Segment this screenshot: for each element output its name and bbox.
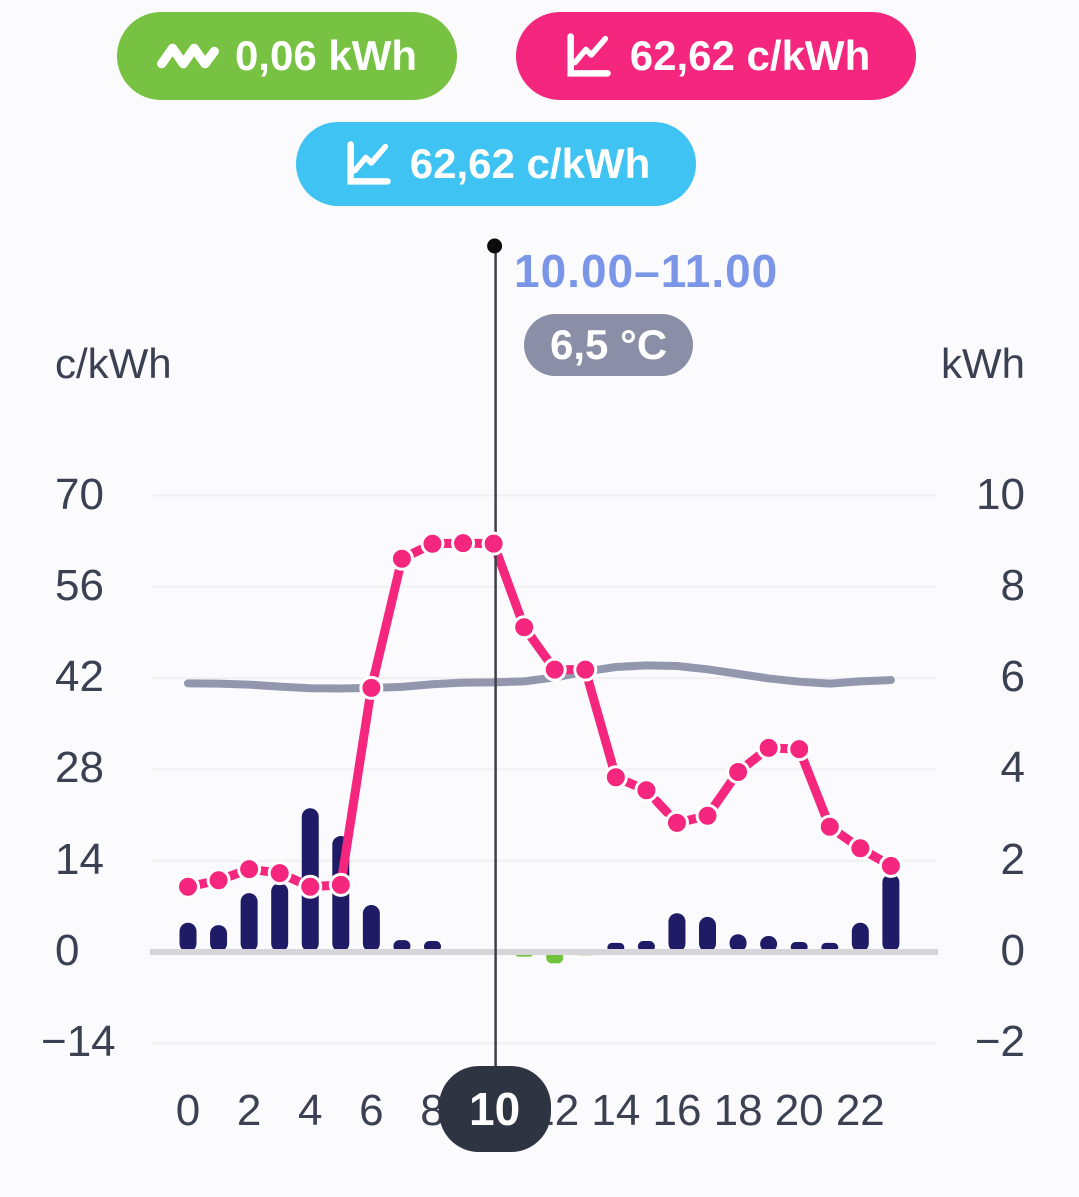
price-badge-primary-value: 62,62 c/kWh [629,32,871,79]
price-point[interactable] [267,861,292,886]
left-axis-title: c/kWh [55,340,172,387]
y-axis-tick-left: 0 [55,926,80,975]
price-line-dash [651,796,672,817]
consumption-bar[interactable] [271,883,289,952]
line-chart-icon [567,33,611,77]
price-line-segment [489,539,529,632]
x-axis-tick[interactable]: 16 [652,1086,702,1135]
y-axis-tick-right: 6 [1000,652,1025,702]
price-line-dash [743,751,764,769]
price-badge-secondary[interactable]: 62,62 c/kWh [296,122,696,206]
line-chart-icon [347,141,391,185]
price-line-dash [621,776,642,791]
price-point[interactable] [176,874,200,899]
y-axis-tick-right: 0 [1000,926,1025,975]
x-axis-tick[interactable]: 22 [835,1086,885,1135]
x-axis-tick[interactable]: 4 [297,1086,323,1135]
price-point[interactable] [603,765,628,790]
price-line-segment [366,554,407,693]
cursor-dot[interactable] [487,238,503,254]
price-line-dash [223,868,244,882]
price-point[interactable] [359,675,384,700]
tooltip-time-range: 10.00–11.00 [514,245,779,297]
y-axis-tick-left: 70 [55,469,104,519]
price-point[interactable] [542,657,567,682]
consumption-bar[interactable] [882,873,900,952]
price-point[interactable] [573,657,598,682]
price-point[interactable] [512,615,537,640]
price-line-dash [865,849,886,865]
price-badge-secondary-value: 62,62 c/kWh [409,140,651,187]
price-point[interactable] [206,868,231,893]
price-line-segment [336,683,376,890]
temperature-value: 6,5 °C [550,321,668,368]
price-point[interactable] [237,857,262,882]
price-point[interactable] [389,546,414,571]
consumption-bar[interactable] [729,934,747,952]
consumption-bar[interactable] [760,936,778,952]
y-axis-tick-right: 4 [1000,743,1025,793]
price-point[interactable] [481,531,506,556]
y-axis-tick-right: 8 [1000,560,1025,610]
temperature-line [184,661,895,693]
price-line-segment [794,744,835,832]
y-axis-tick-right: 10 [976,469,1025,519]
zigzag-consumption-icon [157,43,219,69]
y-axis-tick-left: 42 [55,652,104,702]
x-axis-tick[interactable]: 6 [359,1086,384,1135]
price-point[interactable] [328,872,353,897]
x-axis-tick[interactable]: 0 [175,1086,201,1135]
y-axis-tick-left: −14 [41,1017,116,1067]
temperature-pill: 6,5 °C [524,314,694,376]
x-axis-tick[interactable]: 14 [591,1086,641,1135]
consumption-badge-value: 0,06 kWh [234,32,418,79]
consumption-bar[interactable] [699,916,717,952]
x-axis-tick[interactable]: 2 [236,1086,262,1135]
y-axis-tick-left: 28 [55,743,104,793]
price-badge-primary[interactable]: 62,62 c/kWh [516,12,916,100]
consumption-bar[interactable] [668,913,686,952]
selected-hour-badge[interactable]: 10 [438,1066,551,1152]
consumption-bar[interactable] [240,893,258,952]
y-axis-tick-left: 56 [55,560,104,610]
right-axis-title: kWh [941,340,1025,387]
consumption-bar[interactable] [210,925,228,952]
price-point[interactable] [817,814,842,839]
price-point[interactable] [298,874,323,899]
price-line-segment [580,665,621,782]
consumption-bar[interactable] [362,904,380,952]
x-axis-tick[interactable]: 18 [713,1086,763,1135]
price-point[interactable] [787,737,812,762]
price-point[interactable] [664,810,689,835]
price-line-dash [284,872,305,887]
price-point[interactable] [848,836,873,861]
consumption-badge[interactable]: 0,06 kWh [117,12,457,100]
price-point[interactable] [451,531,476,556]
price-point[interactable] [878,853,903,878]
y-axis-tick-left: 14 [55,834,104,884]
price-point[interactable] [420,531,445,556]
consumption-bar[interactable] [851,922,869,952]
price-point[interactable] [756,735,781,760]
price-point[interactable] [695,803,720,828]
consumption-bar[interactable] [179,922,197,952]
price-point[interactable] [726,760,751,785]
price-point[interactable] [634,778,659,803]
x-axis-tick[interactable]: 20 [774,1086,824,1135]
y-axis-tick-right: 2 [1000,834,1025,884]
price-line-dash [835,829,856,846]
y-axis-tick-right: −2 [974,1017,1025,1067]
price-line-dash [407,544,428,559]
